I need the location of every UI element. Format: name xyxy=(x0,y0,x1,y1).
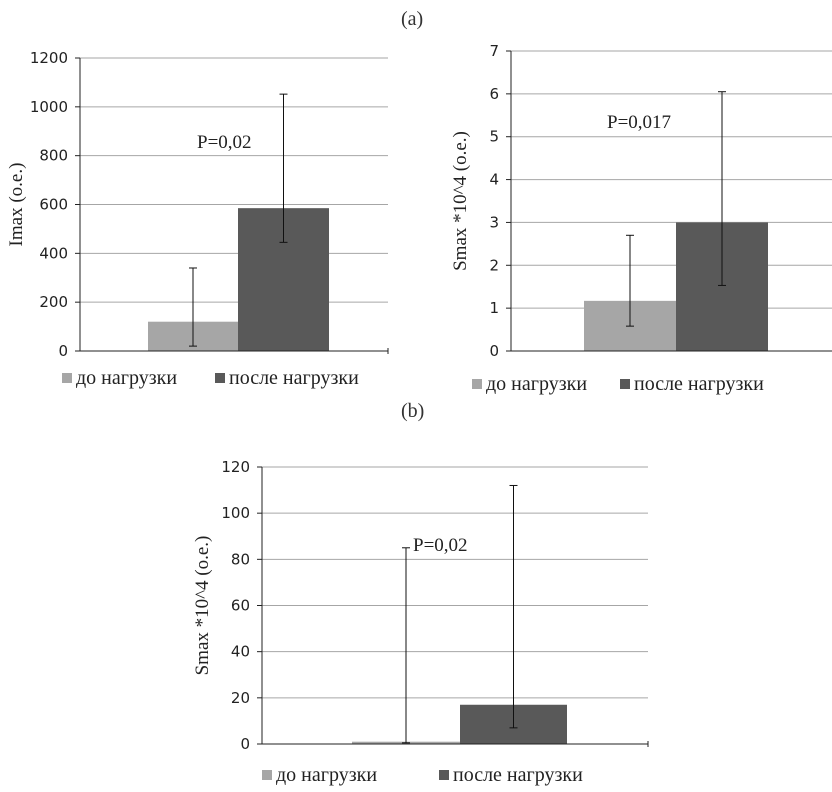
y-tick-label: 3 xyxy=(489,213,499,231)
legend-label-after: после нагрузки xyxy=(453,764,583,786)
p-value-annotation: P=0,02 xyxy=(413,535,468,556)
legend: до нагрузки после нагрузки xyxy=(62,367,359,389)
y-tick-label: 0 xyxy=(489,342,499,360)
legend-label-after: после нагрузки xyxy=(634,373,764,395)
y-axis-label: Imax (о.е.) xyxy=(6,163,27,247)
y-tick-label: 0 xyxy=(58,342,68,360)
y-tick-label: 7 xyxy=(489,42,499,60)
y-tick-label: 5 xyxy=(489,128,499,146)
p-value-annotation: P=0,02 xyxy=(197,132,252,153)
legend-label-after: после нагрузки xyxy=(229,367,359,389)
legend-swatch-before xyxy=(62,373,72,383)
y-tick-label: 1 xyxy=(489,299,499,317)
y-tick-label: 40 xyxy=(231,643,250,661)
y-tick-label: 800 xyxy=(39,147,68,165)
chart-b: 0 20 40 60 80 100 120 Smax *10^4 (о.е.) P=0,02 до… xyxy=(192,458,649,786)
y-tick-label: 80 xyxy=(231,550,250,568)
panel-b-label: (b) xyxy=(401,400,425,422)
legend-swatch-before xyxy=(472,379,482,389)
y-tick-label: 1200 xyxy=(30,49,68,67)
p-value-annotation: P=0,017 xyxy=(607,112,671,133)
y-tick-label: 4 xyxy=(489,171,499,189)
y-tick-label: 200 xyxy=(39,293,68,311)
y-tick-label: 400 xyxy=(39,244,68,262)
panel-a-label: (a) xyxy=(401,8,424,30)
legend: до нагрузки после нагрузки xyxy=(262,764,583,786)
y-axis-label: Smax *10^4 (о.е.) xyxy=(192,536,213,676)
legend-label-before: до нагрузки xyxy=(486,373,587,395)
legend-swatch-after xyxy=(215,373,225,383)
y-tick-label: 2 xyxy=(489,256,499,274)
y-tick-label: 20 xyxy=(231,689,250,707)
chart-a2: 0 1 2 3 4 5 6 7 Smax *10^4 (о.е.) P=0,017 до нагру… xyxy=(450,42,832,395)
y-tick-label: 100 xyxy=(221,504,250,522)
y-tick-label: 600 xyxy=(39,196,68,214)
y-tick-label: 60 xyxy=(231,597,250,615)
legend-label-before: до нагрузки xyxy=(76,367,177,389)
y-tick-label: 120 xyxy=(221,458,250,476)
chart-a1: 0 200 400 600 800 1000 1200 Imax (о.е.) P=0,02 до… xyxy=(6,49,389,389)
legend-swatch-after xyxy=(439,770,449,780)
y-tick-label: 6 xyxy=(489,85,499,103)
y-tick-label: 1000 xyxy=(30,98,68,116)
legend: до нагрузки после нагрузки xyxy=(472,373,764,395)
y-axis-label: Smax *10^4 (о.е.) xyxy=(450,131,471,271)
y-tick-label: 0 xyxy=(240,735,250,753)
legend-swatch-before xyxy=(262,770,272,780)
legend-label-before: до нагрузки xyxy=(276,764,377,786)
legend-swatch-after xyxy=(620,379,630,389)
